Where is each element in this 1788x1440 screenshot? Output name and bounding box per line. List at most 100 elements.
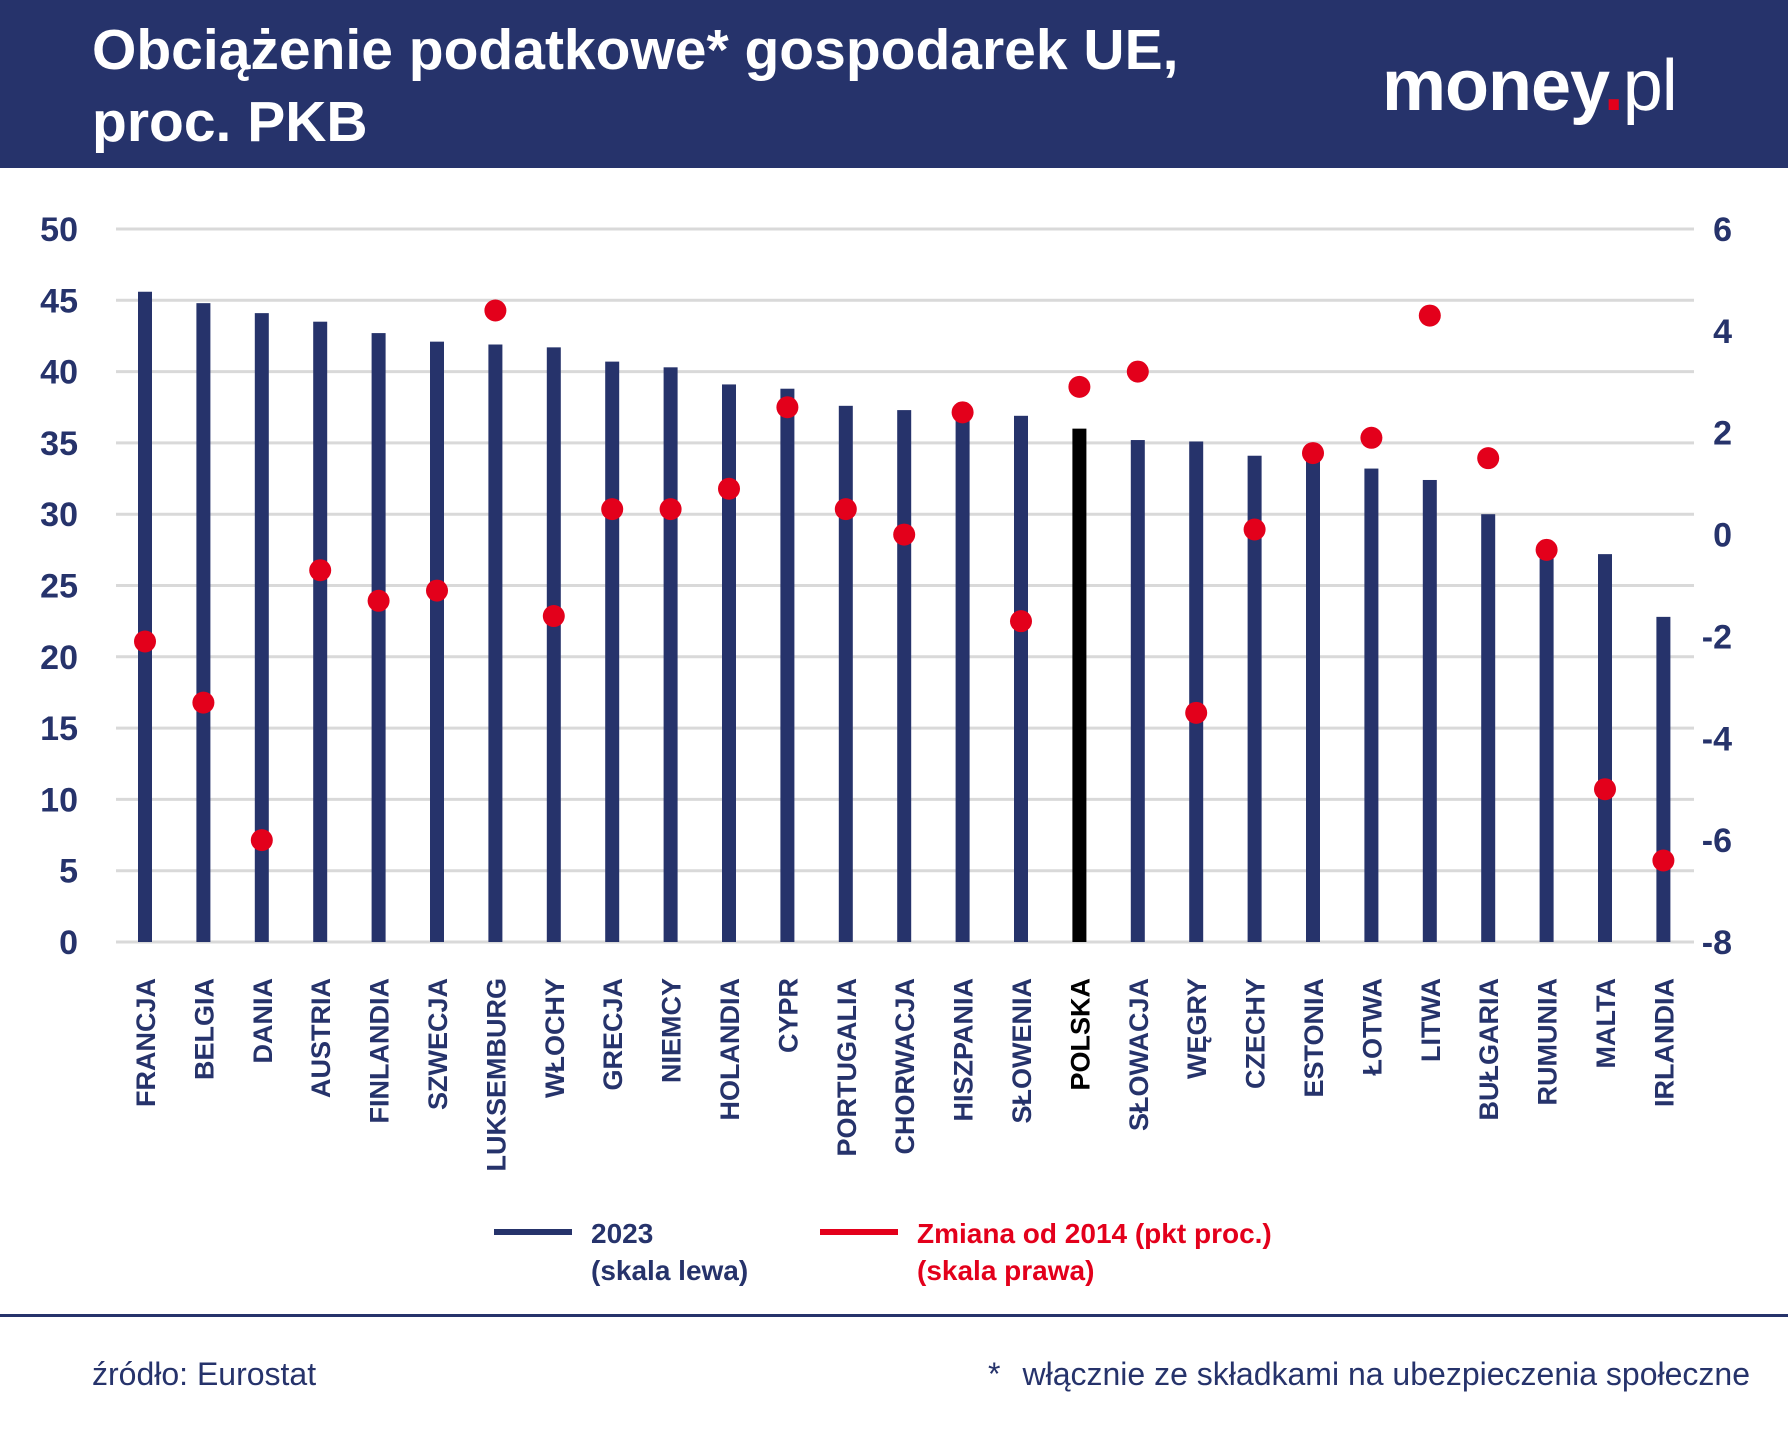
dot-series-change (134, 299, 1675, 872)
change-dot (1594, 778, 1616, 801)
bar (1539, 542, 1554, 942)
category-label: ESTONIA (1299, 978, 1329, 1098)
change-dot (1126, 360, 1149, 383)
category-label: ŁOTWA (1357, 978, 1387, 1075)
bar (313, 321, 328, 942)
category-label: CYPR (773, 978, 803, 1053)
change-dot (776, 396, 799, 419)
change-dot (1302, 442, 1324, 465)
chart-title: Obciążenie podatkowe* gospodarek UE, pro… (92, 14, 1292, 158)
category-labels: FRANCJA BELGIA DANIA AUSTRIA FINLANDIA SZWECJ… (131, 978, 1679, 1172)
category-label: FINLANDIA (365, 978, 395, 1123)
category-label: IRLANDIA (1649, 978, 1679, 1107)
right-tick-label: 6 (1713, 211, 1732, 249)
left-tick-label: 25 (40, 568, 78, 606)
legend-label-2023-line2: (skala lewa) (591, 1255, 748, 1286)
bar (838, 405, 853, 943)
category-label: PORTUGALIA (832, 978, 862, 1157)
category-label: WĘGRY (1182, 978, 1212, 1079)
change-dot (426, 579, 448, 602)
change-dot (1652, 849, 1675, 872)
bar (138, 291, 152, 942)
left-tick-label: 0 (59, 924, 78, 962)
change-dot (250, 829, 273, 852)
right-tick-label: -8 (1702, 924, 1732, 962)
category-label: SŁOWENIA (1007, 978, 1037, 1124)
change-dot (893, 523, 916, 546)
change-dot (834, 498, 857, 521)
category-label: RUMUNIA (1533, 978, 1563, 1106)
left-tick-label: 45 (40, 282, 78, 320)
left-tick-label: 5 (59, 853, 78, 891)
bar (254, 313, 269, 942)
change-dot (134, 630, 156, 653)
change-dot (1418, 304, 1441, 327)
right-tick-label: 2 (1713, 415, 1732, 453)
money-pl-logo: money.pl (1382, 46, 1678, 136)
category-label: CZECHY (1241, 978, 1271, 1089)
legend-label-2023-line1: 2023 (591, 1218, 653, 1249)
bar (722, 384, 736, 942)
tax-burden-chart: 0 5 10 15 20 25 30 35 40 45 50 -8 -6 -4 -2 0 2 4 6 FRANCJ… (40, 211, 1732, 1286)
bar (1014, 415, 1028, 942)
category-label: CHORWACJA (890, 978, 920, 1155)
left-tick-label: 15 (40, 710, 78, 748)
bar (1247, 455, 1262, 942)
category-label: WŁOCHY (540, 978, 570, 1098)
bar (196, 303, 211, 942)
change-dot (309, 559, 332, 582)
left-axis: 0 5 10 15 20 25 30 35 40 45 50 (40, 211, 78, 962)
footnote: * włącznie ze składkami na ubezpieczenia … (988, 1356, 1750, 1393)
left-tick-label: 35 (40, 425, 78, 463)
bar (1481, 514, 1496, 942)
bar (955, 410, 970, 942)
bar (780, 388, 795, 942)
right-tick-label: -4 (1702, 720, 1732, 758)
category-label: BUŁGARIA (1474, 978, 1504, 1121)
footnote-star: * (988, 1356, 1001, 1392)
right-tick-label: -2 (1702, 618, 1732, 656)
bar (1422, 479, 1437, 942)
category-label: MALTA (1591, 978, 1621, 1068)
bar (1364, 468, 1379, 942)
title-line-2: proc. PKB (92, 90, 368, 154)
change-dot (1010, 610, 1032, 633)
title-line-1: Obciążenie podatkowe* gospodarek UE, (92, 18, 1179, 82)
left-tick-label: 30 (40, 496, 78, 534)
logo-dot: . (1603, 46, 1624, 126)
left-tick-label: 20 (40, 639, 78, 677)
bar (1598, 554, 1612, 942)
category-label: GRECJA (598, 978, 628, 1091)
bar (1072, 428, 1087, 942)
category-label: HISZPANIA (949, 978, 979, 1122)
category-label: BELGIA (189, 978, 219, 1080)
change-dot (484, 299, 507, 322)
change-dot (1068, 375, 1091, 398)
logo-tld: pl (1622, 46, 1678, 126)
bar (1130, 440, 1145, 942)
source-note: źródło: Eurostat (92, 1356, 317, 1392)
header-bar: Obciążenie podatkowe* gospodarek UE, pro… (0, 0, 1788, 168)
change-dot (951, 401, 974, 424)
right-tick-label: 4 (1713, 313, 1732, 351)
right-tick-label: -6 (1702, 822, 1732, 860)
bar (1656, 616, 1671, 942)
category-label: HOLANDIA (715, 978, 745, 1121)
bar-series-2023 (138, 291, 1671, 943)
bar (663, 367, 678, 942)
category-label: LUKSEMBURG (481, 978, 511, 1172)
bar (1306, 457, 1320, 942)
bar (430, 341, 444, 942)
change-dot (542, 605, 565, 628)
change-dot (718, 477, 740, 500)
legend-label-change-line1: Zmiana od 2014 (pkt proc.) (917, 1218, 1272, 1249)
change-dot (659, 498, 682, 521)
logo-main: money (1382, 46, 1605, 126)
change-dot (1243, 518, 1266, 541)
category-label: POLSKA (1065, 978, 1095, 1091)
change-dot (1360, 426, 1383, 449)
category-label: SZWECJA (423, 978, 453, 1110)
bar (1189, 441, 1204, 942)
bar (371, 333, 386, 942)
bar (488, 344, 503, 942)
